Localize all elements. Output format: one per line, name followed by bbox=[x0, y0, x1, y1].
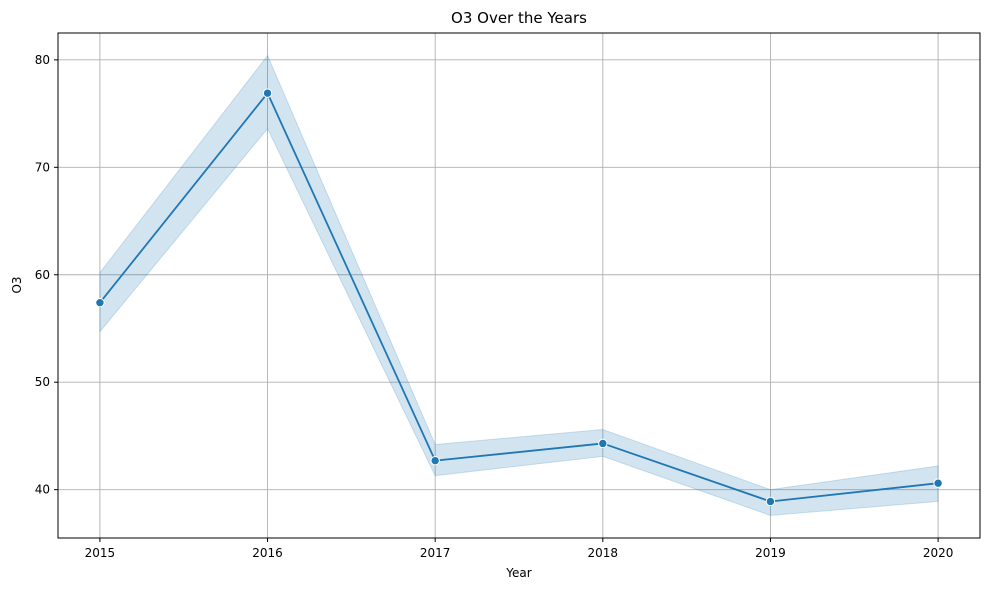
data-point bbox=[598, 438, 608, 449]
x-tick-label: 2020 bbox=[923, 546, 954, 560]
x-axis-label: Year bbox=[505, 566, 531, 580]
y-tick-label: 80 bbox=[35, 53, 50, 67]
confidence-band bbox=[99, 54, 939, 516]
data-point bbox=[262, 88, 273, 98]
series-line bbox=[99, 92, 939, 503]
data-point bbox=[765, 496, 776, 507]
y-axis-label: O3 bbox=[10, 276, 24, 293]
y-tick-label: 70 bbox=[35, 160, 50, 174]
x-axis-ticks: 2015 2016 2017 2018 2019 2020 bbox=[85, 538, 954, 560]
data-point bbox=[95, 297, 105, 308]
data-point bbox=[933, 478, 943, 488]
x-tick-label: 2017 bbox=[420, 546, 451, 560]
y-axis-ticks: 40 50 60 70 80 bbox=[35, 53, 58, 497]
y-tick-label: 50 bbox=[35, 375, 50, 389]
x-tick-label: 2019 bbox=[755, 546, 786, 560]
x-tick-label: 2016 bbox=[252, 546, 283, 560]
x-tick-label: 2018 bbox=[588, 546, 619, 560]
data-points bbox=[95, 88, 943, 507]
data-point bbox=[430, 455, 440, 466]
grid bbox=[58, 33, 980, 538]
y-tick-label: 60 bbox=[35, 268, 50, 282]
plot-area-frame bbox=[57, 32, 981, 539]
confidence-band-area bbox=[99, 54, 939, 516]
chart-title: O3 Over the Years bbox=[451, 9, 587, 27]
y-tick-label: 40 bbox=[35, 483, 50, 497]
x-tick-label: 2015 bbox=[85, 546, 116, 560]
series-line-group bbox=[99, 92, 939, 503]
